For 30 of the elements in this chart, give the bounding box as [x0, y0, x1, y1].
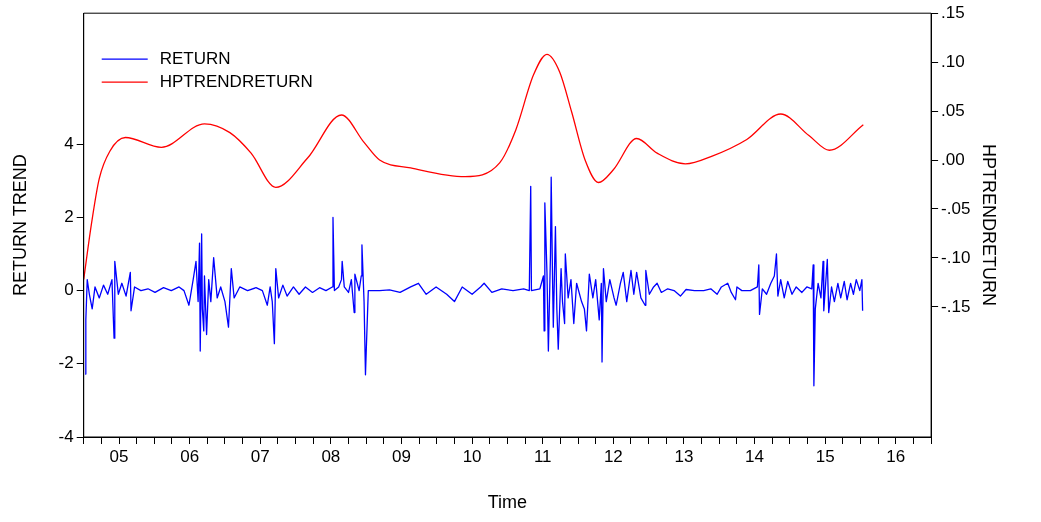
y-tick-label: 4 [64, 133, 74, 153]
x-axis-title: Time [487, 492, 528, 513]
x-tick-label: 16 [886, 446, 906, 466]
x-tick-label: 12 [603, 446, 623, 466]
x-tick-label: 11 [533, 446, 552, 466]
y-tick-label: 2 [64, 207, 74, 227]
y2-tick-label: .10 [941, 51, 965, 71]
y2-tick-label: -.05 [941, 198, 971, 218]
x-tick-label: 06 [180, 446, 200, 466]
x-tick-label: 07 [250, 446, 270, 466]
x-tick-label: 08 [321, 446, 341, 466]
x-tick-label: 14 [745, 446, 765, 466]
y2-tick-label: -.10 [941, 247, 971, 267]
y2-axis-title: HPTRENDRETURN [979, 144, 1000, 307]
x-tick-label: 10 [462, 446, 482, 466]
y2-tick-label: .15 [941, 2, 965, 22]
y2-tick-label: .05 [941, 100, 965, 120]
y-axis-title: RETURN TREND [9, 154, 30, 296]
x-tick-label: 09 [392, 446, 411, 466]
y-tick-label: 0 [64, 280, 74, 300]
y2-tick-label: .00 [941, 149, 965, 169]
x-tick-label: 05 [109, 446, 129, 466]
legend-label: RETURN [159, 48, 231, 68]
y-tick-label: -4 [58, 426, 74, 446]
x-tick-label: 13 [674, 446, 694, 466]
x-tick-label: 15 [815, 446, 835, 466]
line-series [83, 53, 864, 281]
y-tick-label: -2 [58, 353, 74, 373]
legend-label: HPTRENDRETURN [159, 71, 313, 91]
y2-tick-label: -.15 [941, 296, 971, 316]
